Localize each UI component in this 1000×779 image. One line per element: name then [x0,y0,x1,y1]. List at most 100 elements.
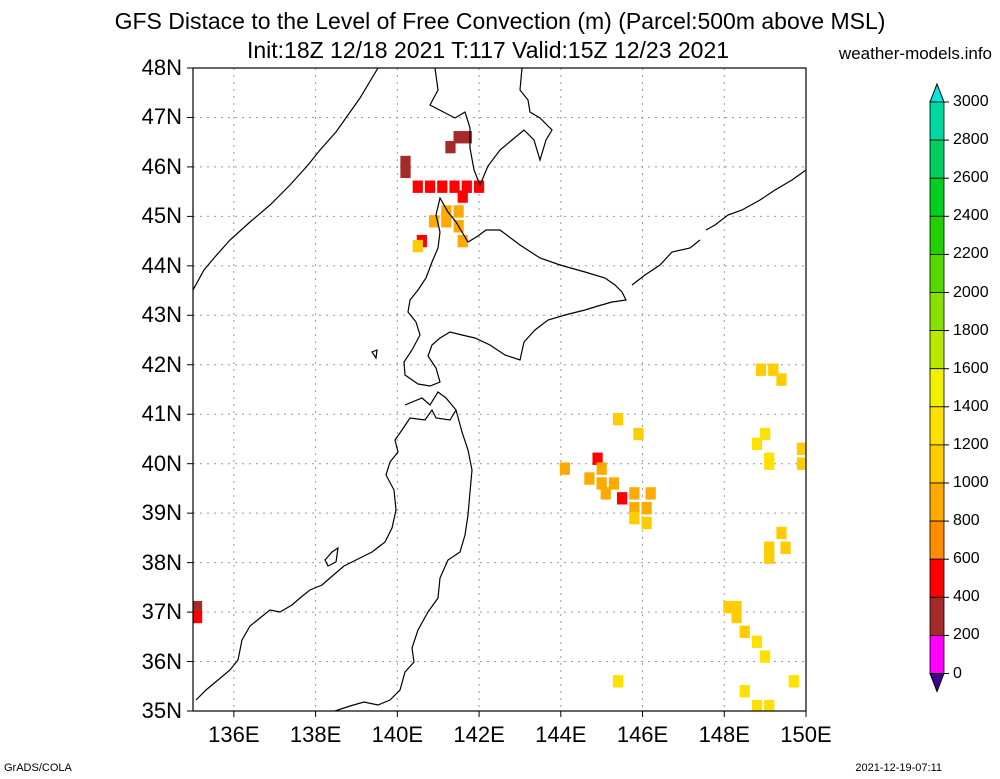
lfc-cell [796,457,806,470]
lfc-cell [764,541,775,554]
colorbar-label: 3000 [953,93,989,110]
colorbar-segment [929,215,945,255]
longitude-label: 140E [371,722,424,747]
lfc-cell [731,610,742,624]
sakhalin-coast [429,68,481,186]
lfc-cell [796,442,806,456]
lfc-cell [629,502,640,515]
colorbar-label: 200 [953,626,980,644]
lfc-cell [739,625,750,639]
latitude-label: 35N [141,698,182,723]
lfc-cell [457,234,468,248]
lfc-cell [449,180,460,193]
lfc-cell [596,462,607,475]
map-plot-area [193,68,806,711]
lfc-cell [584,472,595,485]
colorbar-label: 600 [953,550,980,568]
lfc-cell [424,180,436,193]
lfc-cell [193,610,203,624]
lfc-cell [453,205,464,218]
colorbar-segment [929,368,945,408]
colorbar-segment [929,596,945,636]
colorbar-segment [929,520,945,560]
kuril-coast-b [631,239,701,286]
colorbar-segment [929,444,945,484]
lfc-cell [441,215,452,228]
lfc-cell [633,427,644,441]
lfc-cell [461,131,472,144]
latitude-label: 48N [141,55,182,80]
colorbar-label: 2600 [953,169,989,187]
site-credit: weather-models.info [838,44,992,63]
lfc-cell [429,215,440,228]
latitude-label: 47N [141,104,182,130]
colorbar-label: 1000 [953,474,989,491]
axis-ticks [187,67,807,717]
colorbar-segment [929,177,945,217]
lfc-cell [764,699,775,711]
lfc-cell [776,526,787,540]
lfc-cell [457,190,468,203]
honshu-west-coast [195,391,457,701]
lfc-cell [559,462,570,475]
lfc-cell [592,452,603,465]
latitude-label: 41N [141,401,182,427]
footer-credit: GrADS/COLA [4,762,72,774]
honshu-east-coast [334,409,473,711]
lfc-cell [768,363,779,376]
longitude-label: 146E [616,722,669,747]
colorbar-label: 2200 [953,245,989,263]
colorbar-label: 1800 [953,321,989,339]
colorbar-label: 1400 [953,397,989,415]
chart-title: GFS Distace to the Level of Free Convect… [114,8,886,34]
colorbar-arrow-top [929,82,945,103]
lfc-cell [731,600,742,614]
colorbar-segment [929,253,945,293]
kuril-coast-a [705,169,806,231]
latitude-label: 39N [141,500,182,526]
colorbar [929,82,949,693]
lfc-cell [760,650,771,663]
lfc-cell [412,239,423,253]
colorbar-segment [929,330,945,370]
longitude-label: 148E [698,722,750,747]
latitude-label: 43N [141,302,182,328]
longitude-label: 150E [780,722,832,747]
lfc-cell [400,155,411,169]
colorbar-label: 400 [953,588,980,606]
colorbar-label: 800 [953,512,980,530]
longitude-label: 144E [535,722,587,747]
lfc-cell [596,477,607,490]
sado-island [324,546,339,567]
lfc-cell [612,412,624,426]
lfc-cell [412,180,423,193]
lfc-cell [788,675,799,688]
lfc-cell [760,427,771,441]
lfc-cell [616,492,628,505]
lfc-cell [739,685,750,698]
lfc-cell [437,180,448,193]
lfc-cell [473,180,485,193]
colorbar-label: 1600 [953,359,989,377]
lfc-cell [600,487,611,500]
latitude-label: 45N [141,203,182,229]
colorbar-segment [929,635,945,674]
colorbar-label: 2400 [953,207,989,225]
mainland-coast [193,68,379,291]
lfc-cell [641,516,652,530]
lfc-cell [751,699,763,711]
lfc-cell [641,502,652,515]
colorbar-segment [929,558,945,598]
lfc-cell [629,487,640,500]
colorbar-label: 0 [953,664,962,682]
lfc-cell [751,635,763,648]
lfc-cell [751,437,763,451]
lfc-cell [780,541,791,554]
colorbar-label: 1200 [953,435,989,453]
colorbar-segment [929,482,945,522]
lfc-cell [723,600,734,614]
colorbar-segment [929,139,945,179]
lfc-cell [441,205,452,218]
latitude-label: 38N [141,549,182,575]
lfc-cell [453,131,464,144]
